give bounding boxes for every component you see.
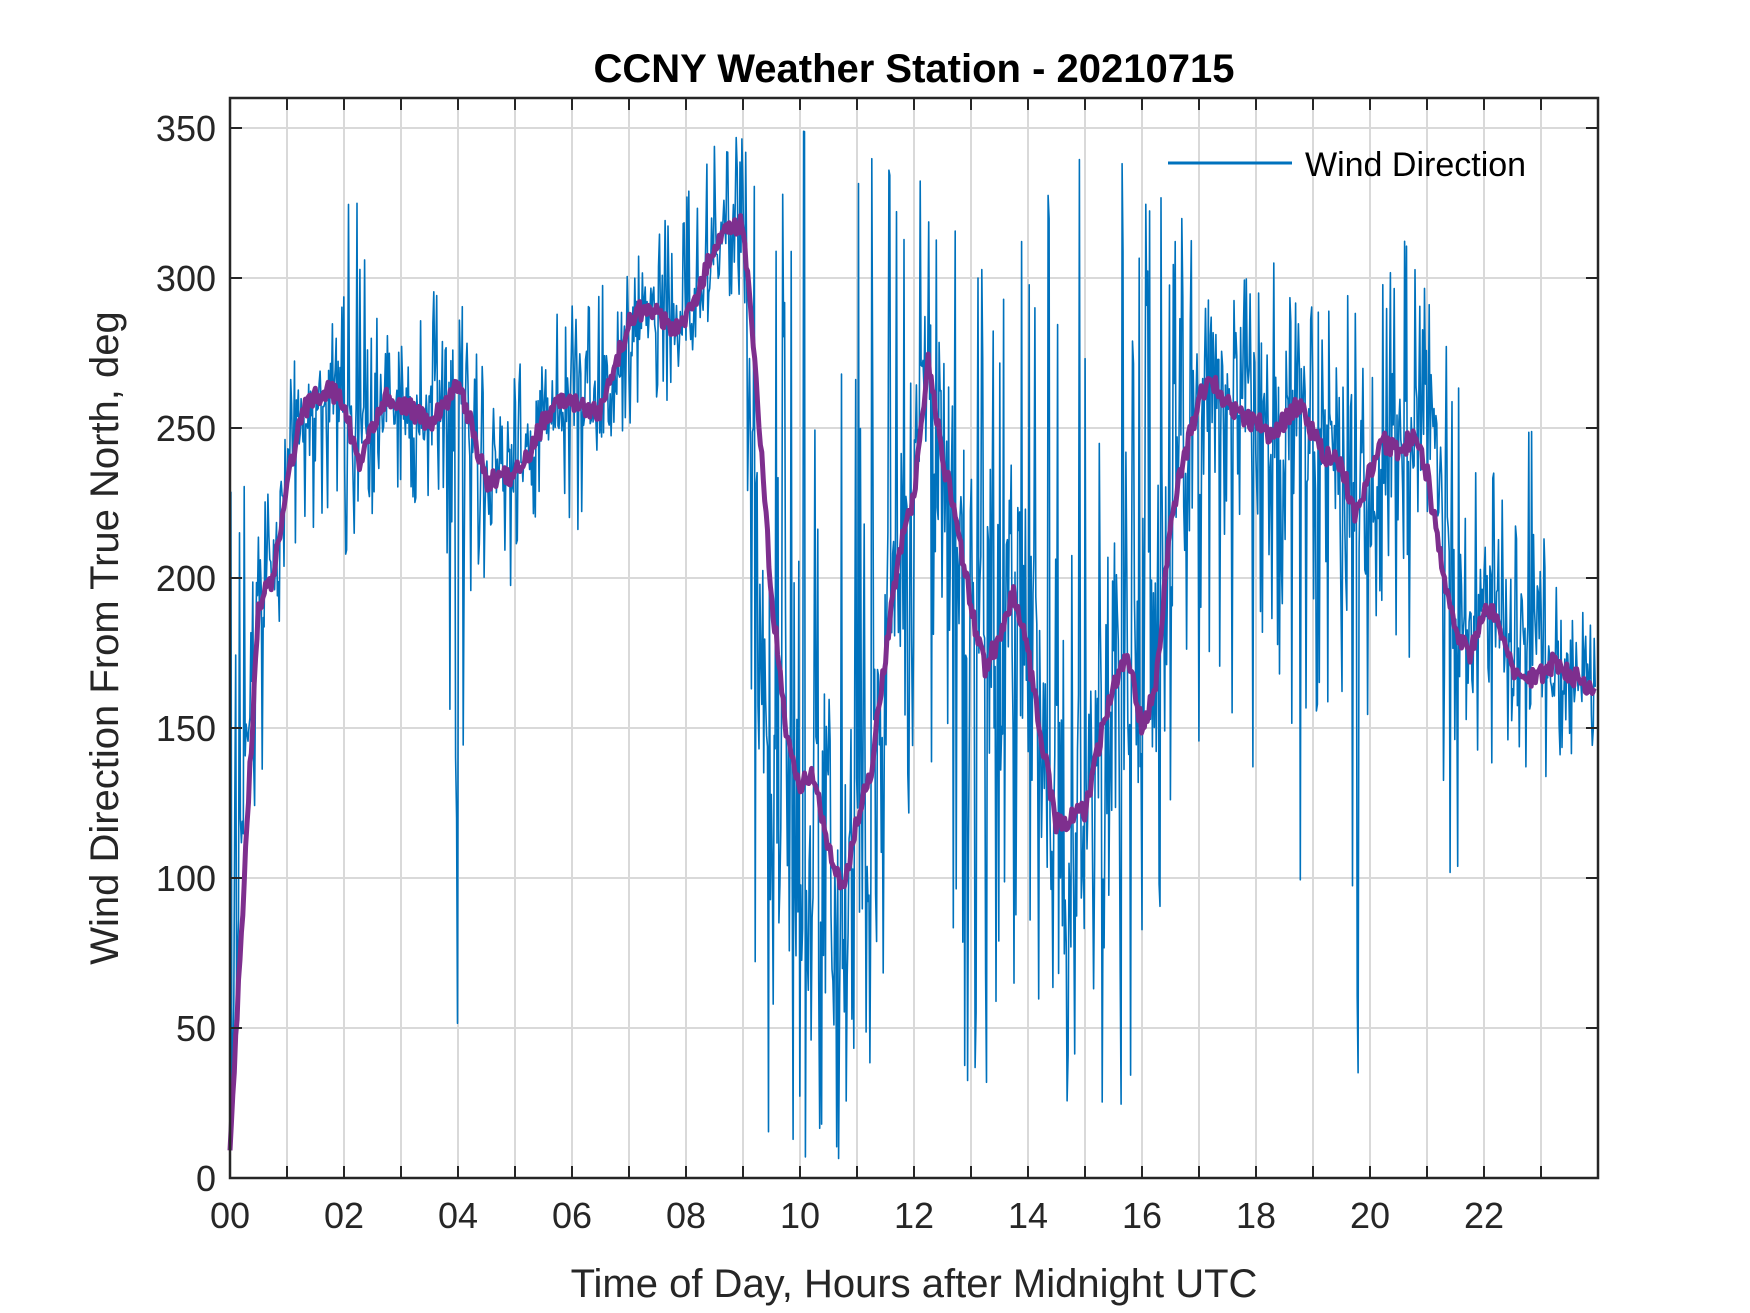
x-tick-label: 18 — [1236, 1195, 1276, 1236]
y-tick-label: 300 — [156, 258, 216, 299]
tick-marks — [230, 98, 1598, 1179]
y-tick-label: 0 — [196, 1158, 216, 1199]
y-tick-label: 350 — [156, 108, 216, 149]
x-tick-labels: 00 02 04 06 08 10 12 14 16 18 20 22 — [210, 1195, 1504, 1236]
x-tick-label: 08 — [666, 1195, 706, 1236]
y-tick-label: 100 — [156, 858, 216, 899]
x-axis-label: Time of Day, Hours after Midnight UTC — [571, 1262, 1258, 1306]
x-tick-label: 00 — [210, 1195, 250, 1236]
x-tick-label: 20 — [1350, 1195, 1390, 1236]
x-tick-label: 22 — [1464, 1195, 1504, 1236]
legend-label: Wind Direction — [1305, 146, 1526, 184]
y-tick-label: 250 — [156, 408, 216, 449]
series-group — [227, 130, 1597, 1160]
x-tick-label: 06 — [552, 1195, 592, 1236]
series-line-wind-direction — [229, 130, 1596, 1160]
y-tick-labels: 0 50 100 150 200 250 300 350 — [156, 108, 216, 1199]
x-tick-label: 14 — [1008, 1195, 1048, 1236]
y-tick-label: 200 — [156, 558, 216, 599]
x-tick-label: 12 — [894, 1195, 934, 1236]
series-line-smoothed — [227, 213, 1597, 1151]
x-tick-label: 04 — [438, 1195, 478, 1236]
x-tick-label: 10 — [780, 1195, 820, 1236]
legend: Wind Direction — [1168, 146, 1526, 184]
x-tick-label: 16 — [1122, 1195, 1162, 1236]
y-tick-label: 50 — [176, 1008, 216, 1049]
chart-title: CCNY Weather Station - 20210715 — [594, 47, 1235, 91]
y-tick-label: 150 — [156, 708, 216, 749]
x-tick-label: 02 — [324, 1195, 364, 1236]
y-axis-label: Wind Direction From True North, deg — [83, 311, 127, 965]
